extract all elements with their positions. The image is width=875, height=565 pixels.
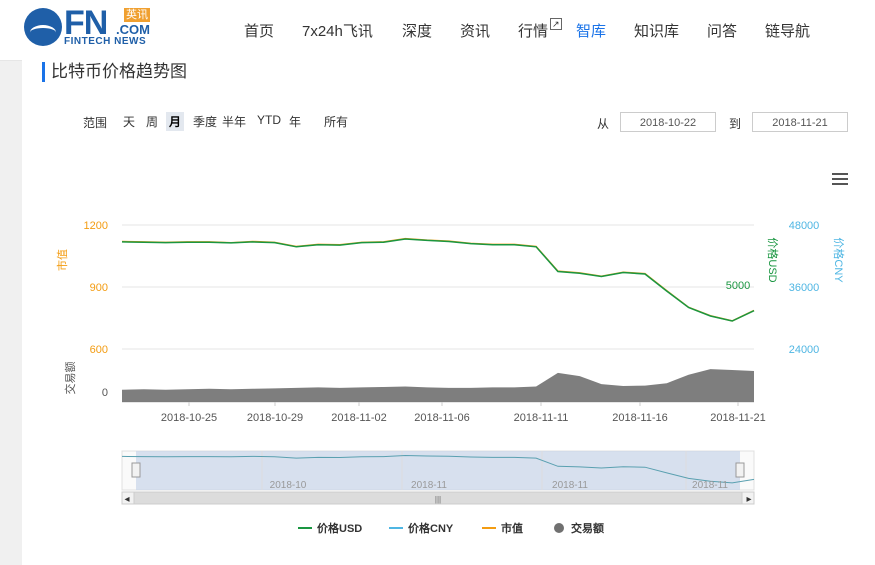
volume-area	[122, 369, 754, 402]
from-date-input[interactable]: 2018-10-22	[620, 112, 716, 132]
range-button-5[interactable]: YTD	[257, 113, 281, 127]
navigator-line	[121, 454, 755, 484]
navigator-tick-label: 2018-10	[270, 480, 307, 491]
nav-item-label: 链导航	[765, 23, 811, 40]
scroll-right-icon: ▸	[746, 494, 751, 505]
cny-tick-label: 36000	[789, 282, 820, 294]
usd-axis-label: 价格USD	[766, 237, 780, 282]
from-label: 从	[597, 117, 610, 131]
legend-swatch	[554, 523, 564, 533]
nav-item-5[interactable]: 智库	[576, 20, 606, 41]
nav-item-3[interactable]: 资讯	[460, 20, 490, 41]
range-button-0[interactable]: 天	[123, 115, 136, 129]
logo-subtitle: FINTECH NEWS	[64, 36, 147, 47]
logo-mark-icon	[24, 8, 62, 46]
page-title: 比特币价格趋势图	[42, 62, 187, 82]
nav-item-label: 知识库	[634, 23, 680, 40]
x-tick-label: 2018-11-06	[414, 412, 469, 424]
navigator-handle	[735, 462, 745, 478]
to-date-input[interactable]: 2018-11-21	[752, 112, 848, 132]
nav-item-label: 智库	[576, 23, 607, 40]
legend-item-label: 市值	[501, 521, 523, 535]
series-line-cap	[121, 237, 755, 322]
nav-item-label: 问答	[707, 23, 738, 40]
nav-item-label: 深度	[402, 23, 433, 40]
navigator-tick-label: 2018-11	[411, 480, 447, 491]
left-axis-label: 市值	[55, 249, 69, 271]
x-tick-label: 2018-11-16	[612, 412, 667, 424]
usd-tick-label: 5000	[726, 280, 750, 292]
range-button-7[interactable]: 所有	[324, 115, 349, 129]
chart-menu-icon[interactable]	[832, 173, 848, 187]
nav-item-label: 资讯	[460, 23, 491, 40]
nav-item-7[interactable]: 问答	[707, 20, 737, 41]
nav-item-label: 行情	[518, 23, 549, 40]
nav-item-0[interactable]: 首页	[244, 20, 274, 41]
to-label: 到	[729, 117, 742, 131]
volume-tick-label: 0	[102, 387, 108, 399]
navigator-scroll-thumb	[133, 491, 743, 505]
range-button-6[interactable]: 年	[289, 115, 302, 129]
nav-item-label: 首页	[244, 23, 275, 40]
legend-item-label: 价格USD	[317, 521, 362, 535]
left-tick-label: 1200	[84, 220, 108, 232]
scroll-grip-icon: |||	[435, 495, 441, 504]
navigator-tick-label: 2018-11	[552, 480, 588, 491]
range-label: 范围	[83, 116, 108, 130]
volume-axis-label: 交易额	[63, 362, 77, 395]
site-logo[interactable]: FN 英讯 .COM FINTECH NEWS	[24, 4, 158, 48]
cny-axis-label: 价格CNY	[832, 237, 846, 283]
nav-item-4[interactable]: 行情 ↗	[518, 18, 562, 41]
nav-item-8[interactable]: 链导航	[765, 20, 810, 41]
left-tick-label: 900	[90, 282, 108, 294]
navigator-tick-label: 2018-11	[692, 480, 728, 491]
price-chart: 600 900 1200 市值 0 交易额 5000 价格USD 24000 36000 48000…	[55, 220, 846, 535]
scroll-left-icon: ◂	[124, 494, 129, 505]
nav-item-2[interactable]: 深度	[402, 20, 432, 41]
range-button-4[interactable]: 半年	[222, 115, 247, 129]
top-navbar: FN 英讯 .COM FINTECH NEWS 首页 7x24h飞讯 深度 资讯 行情 ↗…	[0, 0, 875, 61]
x-tick-label: 2018-10-29	[247, 412, 303, 424]
logo-text: FN	[64, 4, 108, 42]
x-tick-label: 2018-11-21	[710, 412, 765, 424]
x-tick-label: 2018-11-11	[514, 412, 569, 424]
nav-item-6[interactable]: 知识库	[634, 20, 679, 41]
logo-com: .COM	[116, 22, 150, 37]
external-link-icon: ↗	[550, 18, 562, 30]
legend-item-label: 价格CNY	[408, 521, 454, 535]
chart-panel: 比特币价格趋势图 范围 天周月季度 半年 YTD 年 所有 从 2018-10-22 到…	[22, 60, 875, 565]
legend-item-label: 交易额	[571, 521, 604, 535]
range-button-3[interactable]: 季度	[193, 115, 218, 129]
x-tick-label: 2018-11-02	[331, 412, 386, 424]
series-line-usd	[121, 238, 755, 322]
x-tick-label: 2018-10-25	[161, 412, 217, 424]
nav-item-1[interactable]: 7x24h飞讯	[302, 20, 373, 41]
left-tick-label: 600	[90, 344, 108, 356]
range-button-2[interactable]: 月	[166, 112, 185, 131]
nav-item-label: 7x24h飞讯	[302, 23, 373, 40]
logo-cn: 英讯	[124, 8, 150, 22]
cny-tick-label: 48000	[789, 220, 820, 232]
cny-tick-label: 24000	[789, 344, 820, 356]
navigator-handle	[131, 462, 141, 478]
range-button-1[interactable]: 周	[146, 115, 159, 129]
navigator-selection	[136, 451, 740, 490]
